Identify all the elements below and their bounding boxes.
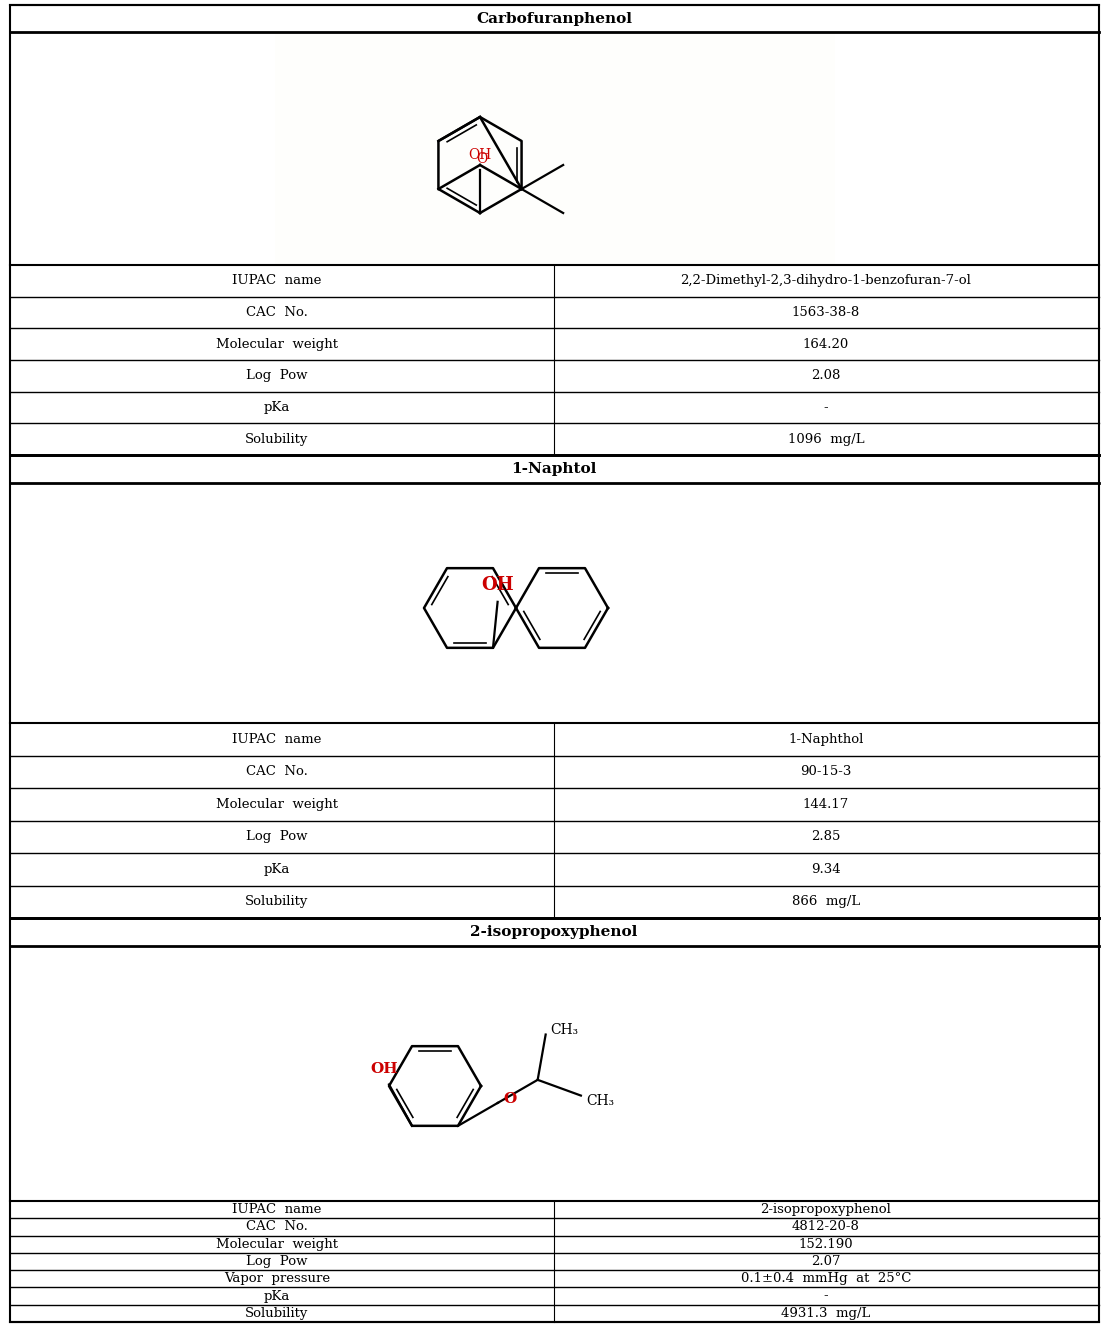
Text: Log  Pow: Log Pow — [246, 1255, 308, 1269]
Text: 164.20: 164.20 — [803, 337, 849, 350]
Text: CAC  No.: CAC No. — [246, 307, 308, 318]
Text: Molecular  weight: Molecular weight — [216, 337, 338, 350]
Text: Log  Pow: Log Pow — [246, 831, 308, 843]
Text: pKa: pKa — [264, 863, 291, 876]
Text: O: O — [503, 1092, 517, 1105]
Text: 4931.3  mg/L: 4931.3 mg/L — [782, 1307, 871, 1320]
Text: 2.08: 2.08 — [812, 369, 841, 382]
Text: pKa: pKa — [264, 1290, 291, 1303]
Text: 1-Naphthol: 1-Naphthol — [788, 733, 864, 746]
Text: IUPAC  name: IUPAC name — [232, 733, 322, 746]
Text: Carbofuranphenol: Carbofuranphenol — [476, 12, 632, 25]
Text: 0.1±0.4  mmHg  at  25°C: 0.1±0.4 mmHg at 25°C — [741, 1273, 912, 1286]
Text: 1096  mg/L: 1096 mg/L — [787, 433, 864, 446]
Text: 4812-20-8: 4812-20-8 — [792, 1221, 859, 1233]
Text: 2-isopropoxyphenol: 2-isopropoxyphenol — [470, 925, 638, 940]
Text: 1563-38-8: 1563-38-8 — [792, 307, 861, 318]
Text: Solubility: Solubility — [245, 896, 308, 908]
Text: OH: OH — [370, 1063, 398, 1076]
Text: 152.190: 152.190 — [798, 1238, 853, 1251]
Text: 90-15-3: 90-15-3 — [801, 766, 852, 778]
Text: Vapor  pressure: Vapor pressure — [224, 1273, 330, 1286]
Text: 144.17: 144.17 — [803, 798, 849, 811]
Text: 866  mg/L: 866 mg/L — [792, 896, 861, 908]
Text: 1-Naphtol: 1-Naphtol — [511, 462, 597, 476]
Text: CAC  No.: CAC No. — [246, 766, 308, 778]
Bar — [275, 32, 835, 265]
Text: -: - — [824, 1290, 828, 1303]
Text: IUPAC  name: IUPAC name — [232, 1204, 322, 1216]
Text: 2.85: 2.85 — [812, 831, 841, 843]
Text: CAC  No.: CAC No. — [246, 1221, 308, 1233]
Text: Solubility: Solubility — [245, 1307, 308, 1320]
Text: 2.07: 2.07 — [812, 1255, 841, 1269]
Text: Log  Pow: Log Pow — [246, 369, 308, 382]
Text: CH₃: CH₃ — [551, 1023, 579, 1036]
Text: Molecular  weight: Molecular weight — [216, 1238, 338, 1251]
Text: OH: OH — [481, 576, 513, 594]
Text: CH₃: CH₃ — [586, 1093, 614, 1108]
Text: IUPAC  name: IUPAC name — [232, 275, 322, 288]
Text: 2-isopropoxyphenol: 2-isopropoxyphenol — [761, 1204, 892, 1216]
Text: pKa: pKa — [264, 401, 291, 414]
Text: -: - — [824, 401, 828, 414]
Text: 9.34: 9.34 — [811, 863, 841, 876]
Text: Solubility: Solubility — [245, 433, 308, 446]
Text: 2,2-Dimethyl-2,3-dihydro-1-benzofuran-7-ol: 2,2-Dimethyl-2,3-dihydro-1-benzofuran-7-… — [681, 275, 971, 288]
Text: Molecular  weight: Molecular weight — [216, 798, 338, 811]
Text: O: O — [477, 153, 488, 166]
Text: OH: OH — [468, 147, 491, 162]
